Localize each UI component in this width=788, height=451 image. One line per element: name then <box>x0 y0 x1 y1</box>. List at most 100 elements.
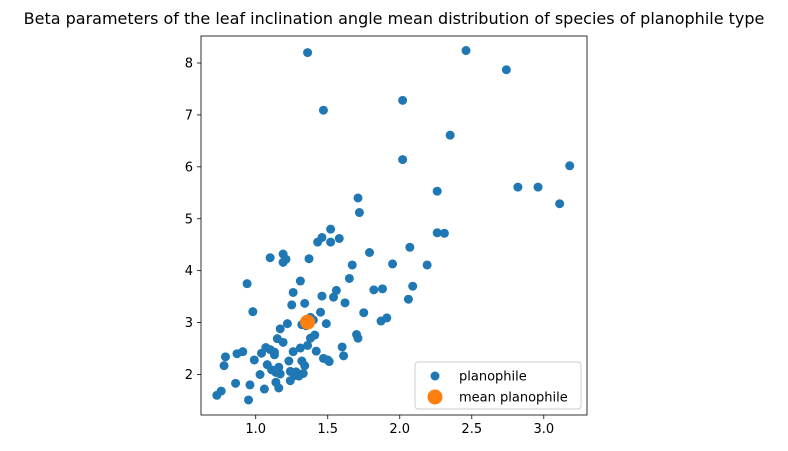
planophile-point <box>369 285 379 295</box>
planophile-point <box>377 284 387 294</box>
planophile-point <box>295 276 305 286</box>
planophile-point <box>242 279 252 289</box>
planophile-point <box>398 95 408 105</box>
planophile-point <box>432 228 442 238</box>
planophile-point <box>220 352 230 362</box>
planophile-point <box>329 292 339 302</box>
planophile-point <box>331 285 341 295</box>
planophile-point <box>533 182 543 192</box>
planophile-point <box>422 260 432 270</box>
planophile-point <box>219 361 229 371</box>
planophile-point <box>288 347 298 357</box>
planophile-point <box>317 232 327 242</box>
planophile-point <box>382 313 392 323</box>
planophile-point <box>408 281 418 291</box>
planophile-point <box>304 254 314 264</box>
planophile-point <box>288 287 298 297</box>
planophile-point <box>311 346 321 356</box>
legend-marker <box>430 371 440 381</box>
planophile-point <box>334 233 344 243</box>
planophile-point <box>501 65 511 75</box>
planophile-point <box>275 324 285 334</box>
planophile-point <box>326 224 336 234</box>
planophile-point <box>344 273 354 283</box>
data-points <box>212 46 575 405</box>
x-tick-label: 1.0 <box>245 422 266 437</box>
planophile-point <box>278 337 288 347</box>
legend-label: planophile <box>459 370 527 385</box>
planophile-point <box>295 343 305 353</box>
x-tick-label: 1.5 <box>317 422 338 437</box>
planophile-point <box>353 193 363 203</box>
planophile-point <box>347 260 357 270</box>
x-tick-label: 2.5 <box>461 422 482 437</box>
x-tick-label: 2.0 <box>389 422 410 437</box>
planophile-point <box>365 247 375 257</box>
y-tick-label: 8 <box>185 56 193 71</box>
planophile-point <box>249 355 259 365</box>
legend-box <box>414 361 582 410</box>
planophile-point <box>555 199 565 209</box>
planophile-point <box>398 155 408 165</box>
planophile-point <box>265 253 275 263</box>
planophile-point <box>248 307 258 317</box>
y-tick-label: 3 <box>185 316 193 331</box>
plot-frame <box>200 35 588 416</box>
planophile-point <box>255 370 265 380</box>
planophile-point <box>359 308 369 318</box>
x-tick-label: 3.0 <box>533 422 554 437</box>
planophile-point <box>353 333 363 343</box>
y-axis: 2 3 4 5 6 7 8 <box>185 56 201 383</box>
planophile-point <box>269 347 279 357</box>
planophile-point <box>432 186 442 196</box>
y-tick-label: 6 <box>185 160 193 175</box>
legend-label: mean planophile <box>459 391 568 406</box>
chart-title: Beta parameters of the leaf inclination … <box>24 9 765 28</box>
planophile-point <box>321 319 331 329</box>
planophile-point <box>274 362 284 372</box>
planophile-point <box>565 161 575 171</box>
planophile-point <box>339 351 349 361</box>
planophile-point <box>340 298 350 308</box>
planophile-point <box>245 380 255 390</box>
planophile-point <box>303 48 313 58</box>
x-axis: 1.0 1.5 2.0 2.5 3.0 <box>245 415 554 437</box>
planophile-point <box>316 307 326 317</box>
planophile-point <box>244 395 254 405</box>
planophile-point <box>231 378 241 388</box>
planophile-point <box>439 228 449 238</box>
y-tick-label: 2 <box>185 368 193 383</box>
planophile-point <box>303 340 313 350</box>
planophile-point <box>282 319 292 329</box>
planophile-point <box>284 356 294 366</box>
legend-marker <box>427 389 443 405</box>
planophile-point <box>405 242 415 252</box>
planophile-point <box>461 46 471 56</box>
planophile-point <box>445 130 455 140</box>
planophile-point <box>337 342 347 352</box>
planophile-point <box>281 254 291 264</box>
planophile-point <box>310 330 320 340</box>
y-tick-label: 5 <box>185 212 193 227</box>
planophile-point <box>300 298 310 308</box>
plot-area <box>200 35 588 416</box>
legend: planophile mean planophile <box>414 361 582 410</box>
planophile-point <box>275 369 285 379</box>
planophile-point <box>300 361 310 371</box>
planophile-point <box>326 237 336 247</box>
planophile-point <box>403 294 413 304</box>
planophile-point <box>324 357 334 367</box>
planophile-point <box>298 368 308 378</box>
planophile-point <box>287 300 297 310</box>
y-tick-label: 4 <box>185 264 193 279</box>
planophile-point <box>354 208 364 218</box>
planophile-point <box>259 384 269 394</box>
planophile-point <box>216 386 226 396</box>
planophile-point <box>388 259 398 269</box>
planophile-point <box>318 105 328 115</box>
planophile-point <box>238 347 248 357</box>
mean-planophile-point <box>300 314 316 330</box>
planophile-point <box>317 291 327 301</box>
planophile-point <box>274 383 284 393</box>
